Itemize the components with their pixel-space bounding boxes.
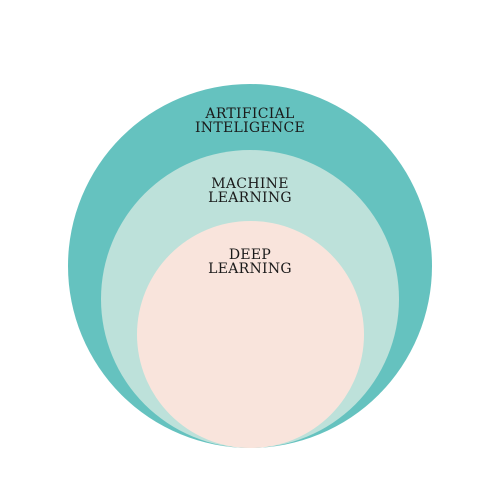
artificial-intelligence-label-line-2: INTELIGENCE [194, 120, 306, 136]
deep-learning-label-line-1: DEEP [228, 247, 272, 263]
artificial-intelligence-label: ARTIFICIAL INTELIGENCE [0, 107, 500, 135]
artificial-intelligence-label-line-1: ARTIFICIAL [205, 106, 295, 122]
deep-learning-circle [137, 221, 364, 448]
machine-learning-label: MACHINE LEARNING [0, 177, 500, 205]
deep-learning-label: DEEP LEARNING [0, 248, 500, 276]
machine-learning-label-line-1: MACHINE [211, 176, 289, 192]
deep-learning-label-line-2: LEARNING [208, 261, 292, 277]
machine-learning-label-line-2: LEARNING [208, 190, 292, 206]
